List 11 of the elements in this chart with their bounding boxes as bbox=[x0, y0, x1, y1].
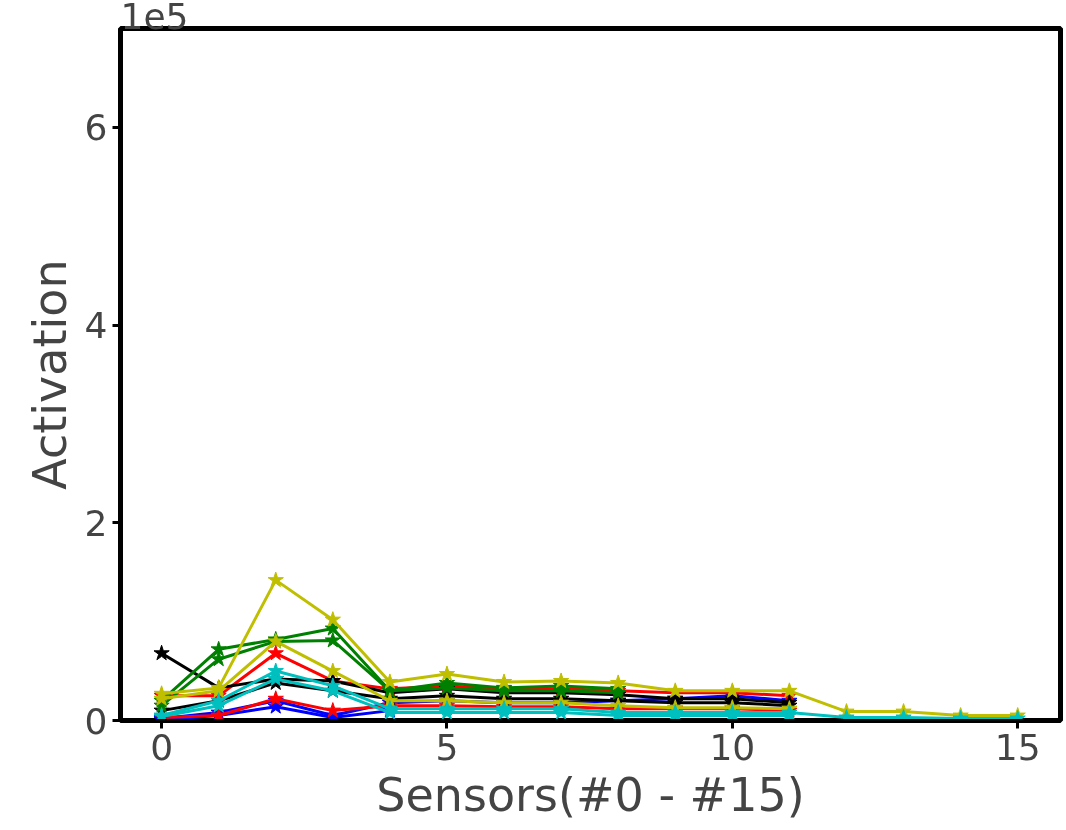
x-tick-label: 5 bbox=[435, 726, 459, 768]
x-tick-label: 15 bbox=[994, 726, 1041, 768]
y-tick-label: 6 bbox=[84, 107, 108, 149]
y-tick-label: 0 bbox=[84, 700, 108, 742]
x-tick-label: 10 bbox=[709, 726, 756, 768]
y-axis-title: Activation bbox=[22, 259, 77, 490]
annotation: 1e5 bbox=[120, 0, 189, 37]
y-tick-label: 2 bbox=[84, 502, 108, 544]
x-axis-title: Sensors(#0 - #15) bbox=[376, 767, 805, 822]
x-tick-label: 0 bbox=[150, 726, 174, 768]
y-tick-label: 4 bbox=[84, 305, 108, 347]
